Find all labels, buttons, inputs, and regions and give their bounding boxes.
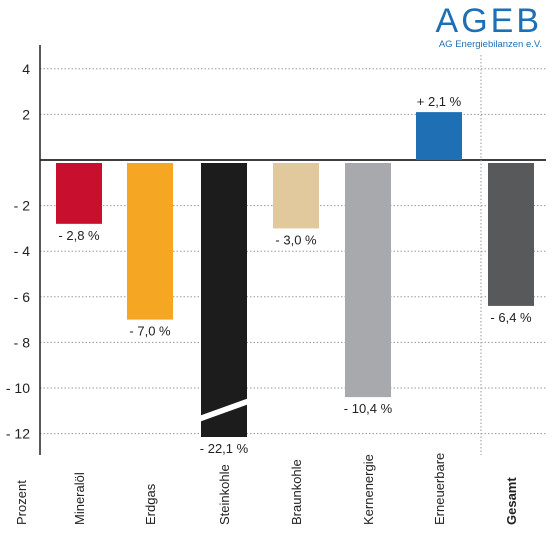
bar-braunkohle [273, 163, 319, 229]
data-label: - 6,4 % [490, 310, 532, 325]
bar-kernenergie [345, 163, 391, 398]
data-label: + 2,1 % [417, 94, 462, 109]
bar-erdgas [127, 163, 173, 320]
category-label: Erdgas [143, 483, 158, 525]
category-label: Kernenergie [361, 454, 376, 525]
bar-steinkohle [201, 163, 247, 437]
y-tick-label: 2 [22, 106, 30, 122]
category-label: Gesamt [504, 477, 519, 525]
y-tick-label: - 6 [14, 289, 31, 305]
category-label: Braunkohle [289, 459, 304, 525]
y-tick-label: - 2 [14, 198, 31, 214]
y-tick-label: - 10 [6, 380, 30, 396]
data-label: - 2,8 % [58, 228, 100, 243]
data-label: - 7,0 % [129, 324, 171, 339]
ageb-logo: AGEB [435, 2, 542, 40]
y-tick-label: - 4 [14, 243, 31, 259]
ageb-logo-subtitle: AG Energiebilanzen e.V. [438, 39, 542, 50]
y-tick-label: - 12 [6, 426, 30, 442]
data-label: - 22,1 % [200, 441, 249, 456]
bar-gesamt [488, 163, 534, 306]
bar-mineralöl [56, 163, 102, 224]
category-label: Mineralöl [72, 472, 87, 525]
axis-break-mark [199, 398, 249, 422]
bar-erneuerbare [416, 112, 462, 160]
y-tick-label: 4 [22, 61, 30, 77]
y-tick-label: - 8 [14, 334, 31, 350]
category-label: Erneuerbare [432, 453, 447, 525]
category-label: Steinkohle [217, 464, 232, 525]
x-axis-label: Prozent [14, 480, 29, 525]
data-label: - 3,0 % [275, 232, 317, 247]
data-label: - 10,4 % [344, 401, 393, 416]
